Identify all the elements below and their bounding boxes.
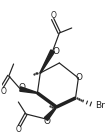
Text: O: O <box>19 84 26 92</box>
Polygon shape <box>40 50 54 73</box>
Text: O: O <box>52 46 59 55</box>
Text: O: O <box>76 72 83 82</box>
Text: O: O <box>0 87 6 95</box>
Text: Br: Br <box>96 100 105 109</box>
Text: O: O <box>51 11 56 19</box>
Polygon shape <box>44 107 57 120</box>
Polygon shape <box>20 87 37 93</box>
Text: O: O <box>43 117 50 126</box>
Text: O: O <box>15 124 21 134</box>
